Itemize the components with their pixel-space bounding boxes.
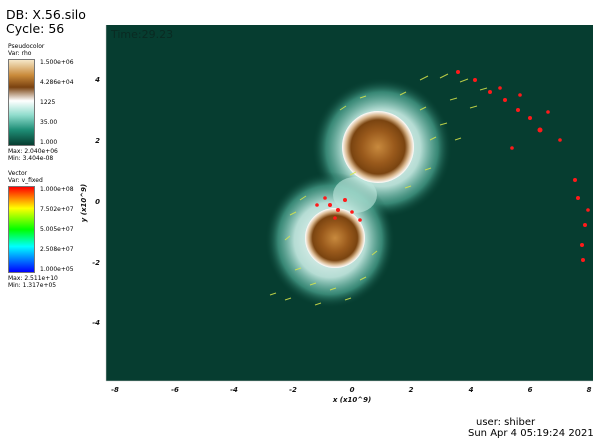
vector-legend-title: Vector xyxy=(8,170,28,177)
y-axis-title: y (x10^9) xyxy=(80,184,88,222)
vector-min: Min: 1.317e+05 xyxy=(8,282,57,289)
y-tick-label: 4 xyxy=(95,76,100,84)
pseudocolor-tick: 1.000 xyxy=(40,139,58,146)
x-tick-label: -4 xyxy=(230,386,238,394)
vector-legend-var: Var: v_fixed xyxy=(8,177,43,184)
time-label: Time:29.23 xyxy=(110,28,173,41)
timestamp-label: Sun Apr 4 05:19:24 2021 xyxy=(468,428,594,439)
y-tick-label: -4 xyxy=(92,319,100,327)
vector-tick: 7.502e+07 xyxy=(40,206,74,213)
x-axis-title: x (x10^9) xyxy=(332,396,371,404)
y-tick-label: 2 xyxy=(95,137,100,145)
cycle-label: Cycle: 56 xyxy=(6,21,65,36)
x-tick-label: -6 xyxy=(171,386,179,394)
x-tick-label: 8 xyxy=(587,386,592,394)
upper-star xyxy=(342,111,414,183)
x-tick-label: 2 xyxy=(409,386,414,394)
vector-max: Max: 2.511e+10 xyxy=(8,275,58,282)
pseudocolor-tick: 35.00 xyxy=(40,119,58,126)
velocity-vectors xyxy=(269,73,488,306)
y-tick-label: -2 xyxy=(92,259,100,267)
pseudocolor-tick: 1225 xyxy=(40,99,56,106)
vector-tick: 5.005e+07 xyxy=(40,226,74,233)
x-tick-label: -2 xyxy=(289,386,297,394)
pseudocolor-colorbar xyxy=(8,59,35,146)
pseudocolor-min: Min: 3.404e-08 xyxy=(8,155,54,162)
y-tick-label: 0 xyxy=(95,198,100,206)
pseudocolor-tick: 1.500e+06 xyxy=(40,59,74,66)
y-axis-ticks: 4 2 0 -2 -4 xyxy=(92,76,100,327)
pseudocolor-legend-var: Var: rho xyxy=(8,50,32,57)
user-label: user: shiber xyxy=(476,417,536,428)
vector-tick: 2.508e+07 xyxy=(40,246,74,253)
lower-star xyxy=(305,208,365,268)
vector-colorbar xyxy=(8,186,35,273)
pseudocolor-max: Max: 2.040e+06 xyxy=(8,148,58,155)
x-tick-label: 4 xyxy=(469,386,474,394)
pseudocolor-tick: 4.286e+04 xyxy=(40,79,74,86)
high-velocity-vectors xyxy=(315,70,590,262)
x-tick-label: 0 xyxy=(350,386,355,394)
x-tick-label: 6 xyxy=(528,386,533,394)
pseudocolor-legend-title: Pseudocolor xyxy=(8,43,45,50)
x-tick-label: -8 xyxy=(111,386,119,394)
vector-tick: 1.000e+05 xyxy=(40,266,74,273)
bridge-gas xyxy=(333,177,377,213)
x-axis-ticks: -8 -6 -4 -2 0 2 4 6 8 xyxy=(111,386,591,394)
vector-tick: 1.000e+08 xyxy=(40,186,74,193)
db-label: DB: X.56.silo xyxy=(6,7,86,22)
